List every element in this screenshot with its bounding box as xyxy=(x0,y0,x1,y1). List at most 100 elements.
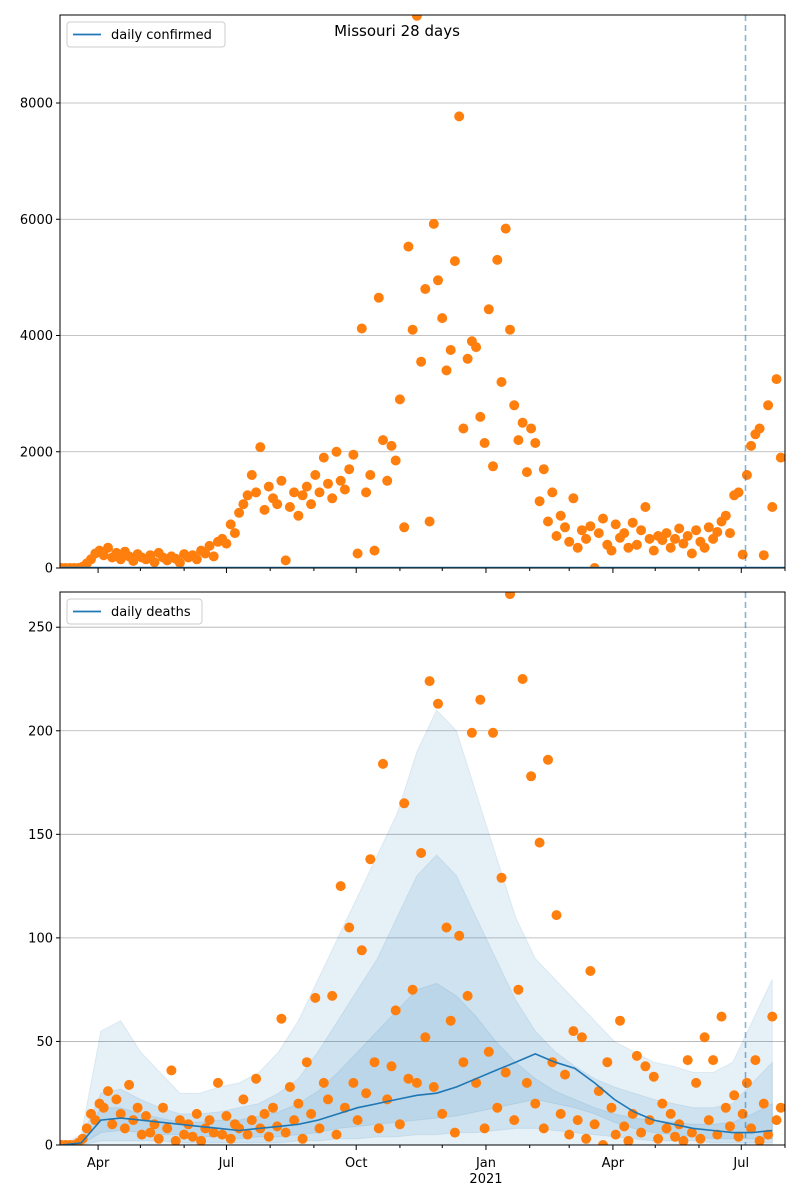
data-point xyxy=(208,1127,219,1138)
data-point xyxy=(538,1123,549,1134)
data-point xyxy=(754,423,765,434)
data-point xyxy=(348,449,359,460)
data-point xyxy=(310,470,321,480)
data-point xyxy=(204,1115,215,1126)
data-point xyxy=(373,292,384,303)
data-point xyxy=(208,551,219,562)
data-point xyxy=(513,984,524,995)
data-point xyxy=(445,345,456,355)
data-point xyxy=(407,324,418,335)
data-point xyxy=(373,1123,384,1134)
data-point xyxy=(725,1121,735,1132)
x-tick-label: Apr xyxy=(87,1156,110,1171)
data-point xyxy=(200,548,211,559)
data-point xyxy=(703,522,714,533)
data-point xyxy=(741,1077,752,1088)
data-point xyxy=(521,1077,532,1088)
data-point xyxy=(428,218,439,229)
data-point xyxy=(369,1057,380,1068)
data-point xyxy=(416,848,427,858)
data-point xyxy=(555,1108,566,1119)
data-point xyxy=(691,1077,702,1088)
data-point xyxy=(619,1121,630,1132)
data-point xyxy=(437,313,448,324)
data-point xyxy=(213,1077,223,1088)
data-point xyxy=(221,538,232,549)
data-point xyxy=(572,1115,583,1126)
data-point xyxy=(775,1102,785,1113)
data-point xyxy=(593,528,604,539)
data-point xyxy=(280,555,291,566)
data-point xyxy=(289,487,300,498)
data-point xyxy=(238,1094,249,1105)
data-point xyxy=(708,1055,719,1066)
data-point xyxy=(191,1108,202,1119)
x-tick-label: Jan xyxy=(475,1156,496,1171)
data-point xyxy=(712,1129,723,1140)
legend: daily deaths xyxy=(66,598,203,625)
data-point xyxy=(674,523,685,534)
data-point xyxy=(437,1108,448,1119)
data-point xyxy=(712,527,723,537)
data-point xyxy=(301,1057,312,1068)
data-point xyxy=(479,438,490,448)
data-point xyxy=(623,542,634,553)
data-point xyxy=(568,493,579,504)
data-point xyxy=(631,1050,642,1061)
data-point xyxy=(339,484,350,495)
data-point xyxy=(344,464,355,475)
data-point xyxy=(462,353,473,364)
data-point xyxy=(314,487,325,498)
y-tick-label: 100 xyxy=(28,931,53,946)
data-point xyxy=(416,356,427,367)
plot-area xyxy=(60,592,785,1145)
data-point xyxy=(640,502,651,512)
data-point xyxy=(107,1119,118,1130)
data-point xyxy=(225,519,236,530)
axes-frame xyxy=(59,591,786,1146)
data-point xyxy=(758,1098,769,1109)
data-point xyxy=(564,1129,575,1140)
data-point xyxy=(509,1115,520,1126)
data-point xyxy=(631,539,642,550)
data-point xyxy=(449,1127,460,1138)
data-point xyxy=(420,1032,431,1043)
data-point xyxy=(246,470,257,480)
data-point xyxy=(318,452,329,463)
data-point xyxy=(648,545,659,556)
data-point xyxy=(348,1077,359,1088)
data-point xyxy=(428,1082,439,1092)
data-point xyxy=(187,1131,198,1142)
data-point xyxy=(754,1135,765,1145)
data-point xyxy=(678,538,689,549)
chart-title: Missouri 28 days xyxy=(334,22,460,40)
data-point xyxy=(703,1115,714,1126)
data-point xyxy=(272,499,283,510)
data-point xyxy=(682,1055,693,1066)
smoothed-deaths-line xyxy=(61,1053,773,1145)
data-point xyxy=(284,1082,295,1092)
data-point xyxy=(242,1129,253,1140)
x-tick-label: Apr xyxy=(602,1156,625,1171)
data-point xyxy=(733,487,744,498)
data-point xyxy=(331,1129,342,1140)
data-point xyxy=(729,1090,740,1101)
data-point xyxy=(98,550,109,561)
data-point xyxy=(174,1115,185,1126)
x-tick-year-label: 2021 xyxy=(469,1172,502,1187)
data-point xyxy=(636,525,647,536)
data-point xyxy=(229,528,240,539)
data-point xyxy=(555,510,566,521)
data-point xyxy=(581,1133,592,1144)
data-point xyxy=(204,540,215,551)
data-point xyxy=(293,1098,304,1109)
data-point xyxy=(686,548,697,559)
data-point xyxy=(141,1111,151,1121)
data-point xyxy=(496,377,507,387)
data-point xyxy=(568,1026,579,1037)
data-point xyxy=(534,837,545,848)
data-point xyxy=(136,1129,147,1140)
data-point xyxy=(686,1127,697,1138)
data-point xyxy=(153,1133,164,1144)
